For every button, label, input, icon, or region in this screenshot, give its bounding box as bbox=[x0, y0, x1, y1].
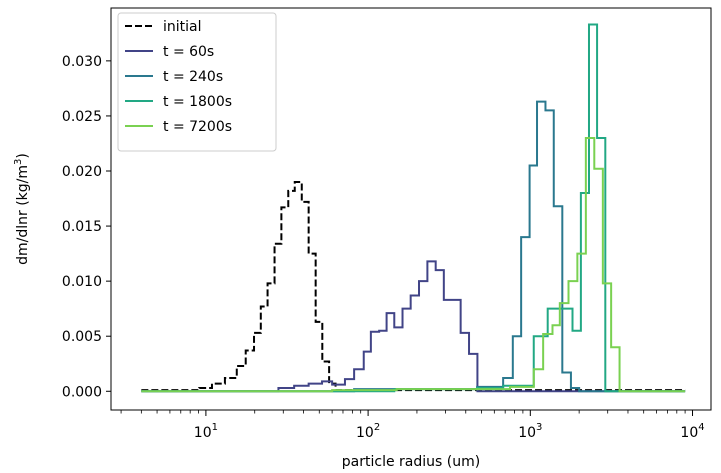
series-line-3 bbox=[141, 23, 686, 393]
plot-frame bbox=[110, 7, 712, 411]
y-axis: 0.000 0.005 0.010 0.015 0.020 0.025 0.030 bbox=[62, 54, 111, 400]
y-tick-label: 0.000 bbox=[62, 384, 102, 400]
legend: initial t = 60s t = 240s t = 1800s t = 7200s bbox=[117, 12, 277, 152]
x-tick-label: 103 bbox=[518, 422, 542, 441]
y-axis-label-superscript: 3 bbox=[13, 159, 24, 165]
series-line-0 bbox=[141, 181, 686, 392]
legend-label-4: t = 7200s bbox=[163, 119, 232, 135]
x-tick-label: 101 bbox=[194, 422, 218, 441]
x-tick-label: 104 bbox=[680, 422, 704, 441]
legend-label-1: t = 60s bbox=[163, 44, 214, 60]
x-axis-label: particle radius (um) bbox=[342, 454, 480, 470]
series-line-2 bbox=[141, 100, 686, 393]
y-tick-label: 0.020 bbox=[62, 164, 102, 180]
y-tick-label: 0.010 bbox=[62, 274, 102, 290]
y-tick-label: 0.005 bbox=[62, 329, 102, 345]
x-tick-label: 102 bbox=[356, 422, 380, 441]
y-tick-label: 0.025 bbox=[62, 109, 102, 125]
legend-label-3: t = 1800s bbox=[163, 94, 232, 110]
series-line-1 bbox=[141, 260, 686, 393]
legend-box bbox=[117, 12, 277, 152]
legend-label-0: initial bbox=[163, 19, 202, 35]
x-axis: 101 102 103 104 bbox=[120, 410, 705, 441]
series-line-4 bbox=[141, 136, 686, 393]
y-tick-label: 0.015 bbox=[62, 219, 102, 235]
legend-label-2: t = 240s bbox=[163, 69, 223, 85]
y-tick-label: 0.030 bbox=[62, 54, 102, 70]
y-axis-label: dm/dlnr (kg/m3) bbox=[13, 153, 31, 265]
series-layer bbox=[141, 23, 686, 393]
